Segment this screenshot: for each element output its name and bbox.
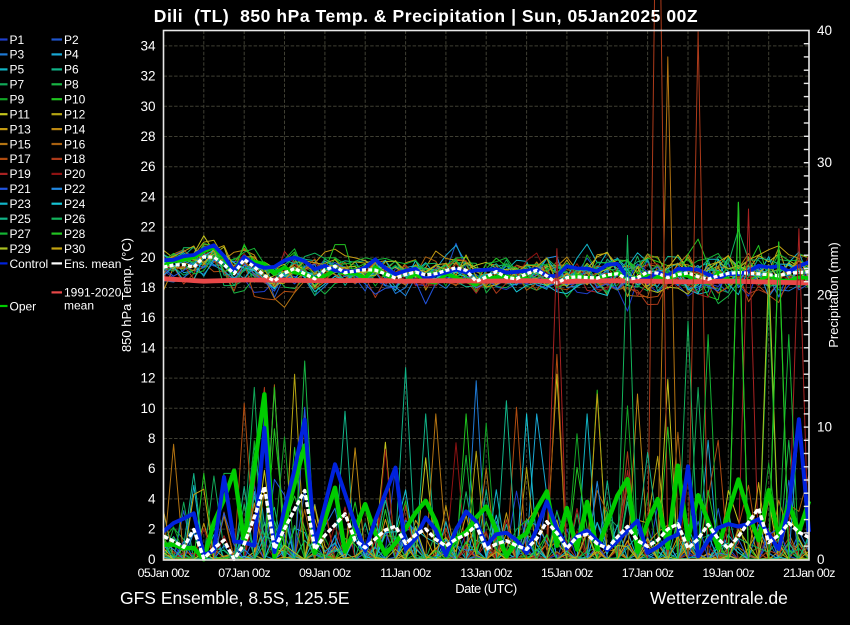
svg-text:P2: P2 xyxy=(64,33,79,47)
svg-text:30: 30 xyxy=(817,155,832,170)
svg-text:19Jan 00z: 19Jan 00z xyxy=(702,566,754,580)
svg-text:Dili (TL) 850 hPa Temp. & Pr: Dili (TL) 850 hPa Temp. & Precipitation … xyxy=(154,6,698,26)
svg-text:8: 8 xyxy=(148,431,156,446)
svg-text:24: 24 xyxy=(140,189,156,204)
svg-text:2: 2 xyxy=(148,522,156,537)
svg-text:P8: P8 xyxy=(64,78,79,92)
svg-text:20: 20 xyxy=(140,250,155,265)
svg-text:10: 10 xyxy=(817,420,832,435)
svg-text:P4: P4 xyxy=(64,48,79,62)
svg-text:1991-2020: 1991-2020 xyxy=(64,286,122,300)
svg-text:16: 16 xyxy=(140,310,155,325)
svg-text:P11: P11 xyxy=(10,108,31,122)
svg-text:Wetterzentrale.de: Wetterzentrale.de xyxy=(650,588,788,608)
svg-text:P14: P14 xyxy=(64,122,86,136)
svg-text:6: 6 xyxy=(148,461,156,476)
svg-text:P21: P21 xyxy=(10,182,32,196)
svg-text:20: 20 xyxy=(817,287,832,302)
svg-text:05Jan 00z: 05Jan 00z xyxy=(138,566,190,580)
svg-text:14: 14 xyxy=(140,340,156,355)
svg-text:26: 26 xyxy=(140,159,155,174)
svg-text:P15: P15 xyxy=(10,137,32,151)
svg-text:P29: P29 xyxy=(10,242,32,256)
svg-text:P13: P13 xyxy=(10,122,32,136)
svg-text:09Jan 00z: 09Jan 00z xyxy=(299,566,351,580)
svg-text:40: 40 xyxy=(817,23,832,38)
svg-text:4: 4 xyxy=(148,491,156,506)
svg-text:P16: P16 xyxy=(64,137,86,151)
svg-text:GFS Ensemble, 8.5S, 125.5E: GFS Ensemble, 8.5S, 125.5E xyxy=(120,588,350,608)
svg-text:Ens. mean: Ens. mean xyxy=(64,257,121,271)
svg-text:P9: P9 xyxy=(10,93,25,107)
svg-text:P30: P30 xyxy=(64,242,86,256)
svg-text:07Jan 00z: 07Jan 00z xyxy=(218,566,270,580)
svg-text:22: 22 xyxy=(140,220,155,235)
svg-text:850 hPa Temp. (°C): 850 hPa Temp. (°C) xyxy=(119,238,134,352)
svg-text:P12: P12 xyxy=(64,108,86,122)
svg-text:15Jan 00z: 15Jan 00z xyxy=(541,566,593,580)
svg-text:P7: P7 xyxy=(10,78,25,92)
svg-text:P24: P24 xyxy=(64,197,86,211)
svg-text:Oper: Oper xyxy=(10,299,37,313)
svg-text:P19: P19 xyxy=(10,167,32,181)
svg-text:10: 10 xyxy=(140,401,155,416)
svg-text:P25: P25 xyxy=(10,212,32,226)
svg-text:30: 30 xyxy=(140,99,155,114)
svg-text:P27: P27 xyxy=(10,227,32,241)
svg-text:Date (UTC): Date (UTC) xyxy=(455,581,517,596)
svg-text:P1: P1 xyxy=(10,33,25,47)
svg-text:21Jan 00z: 21Jan 00z xyxy=(783,566,835,580)
svg-text:P18: P18 xyxy=(64,152,86,166)
svg-text:32: 32 xyxy=(140,69,155,84)
svg-text:13Jan 00z: 13Jan 00z xyxy=(460,566,512,580)
svg-text:28: 28 xyxy=(140,129,155,144)
svg-text:P17: P17 xyxy=(10,152,32,166)
svg-text:0: 0 xyxy=(148,552,156,567)
svg-text:34: 34 xyxy=(140,38,156,53)
svg-text:17Jan 00z: 17Jan 00z xyxy=(622,566,674,580)
svg-text:P3: P3 xyxy=(10,48,25,62)
svg-text:P23: P23 xyxy=(10,197,32,211)
svg-text:P26: P26 xyxy=(64,212,86,226)
svg-text:P28: P28 xyxy=(64,227,86,241)
svg-text:Control: Control xyxy=(10,257,49,271)
svg-text:12: 12 xyxy=(140,371,155,386)
svg-text:0: 0 xyxy=(817,552,825,567)
svg-text:P20: P20 xyxy=(64,167,86,181)
svg-text:P22: P22 xyxy=(64,182,86,196)
svg-text:P10: P10 xyxy=(64,93,86,107)
svg-text:mean: mean xyxy=(64,299,94,313)
svg-text:11Jan 00z: 11Jan 00z xyxy=(380,566,431,580)
svg-text:P5: P5 xyxy=(10,63,25,77)
svg-text:P6: P6 xyxy=(64,63,79,77)
svg-text:18: 18 xyxy=(140,280,155,295)
svg-text:Precipitation (mm): Precipitation (mm) xyxy=(826,242,841,347)
